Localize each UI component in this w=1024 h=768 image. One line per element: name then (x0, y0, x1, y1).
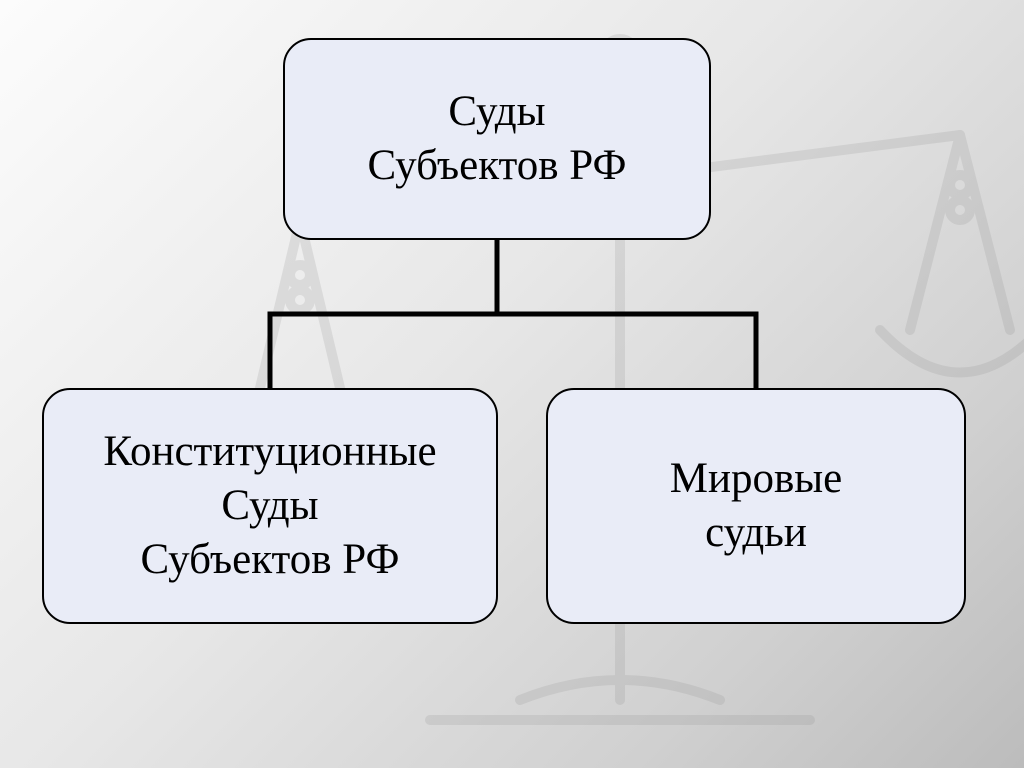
slide-canvas: Суды Субъектов РФ Конституционные Суды С… (0, 0, 1024, 768)
tree-node-justices-of-peace: Мировые судьи (546, 388, 966, 624)
node-label: Конституционные Суды Субъектов РФ (103, 425, 436, 586)
node-label: Суды Субъектов РФ (368, 85, 627, 193)
tree-node-constitutional-courts: Конституционные Суды Субъектов РФ (42, 388, 498, 624)
node-label: Мировые судьи (670, 452, 843, 560)
tree-node-root: Суды Субъектов РФ (283, 38, 711, 240)
